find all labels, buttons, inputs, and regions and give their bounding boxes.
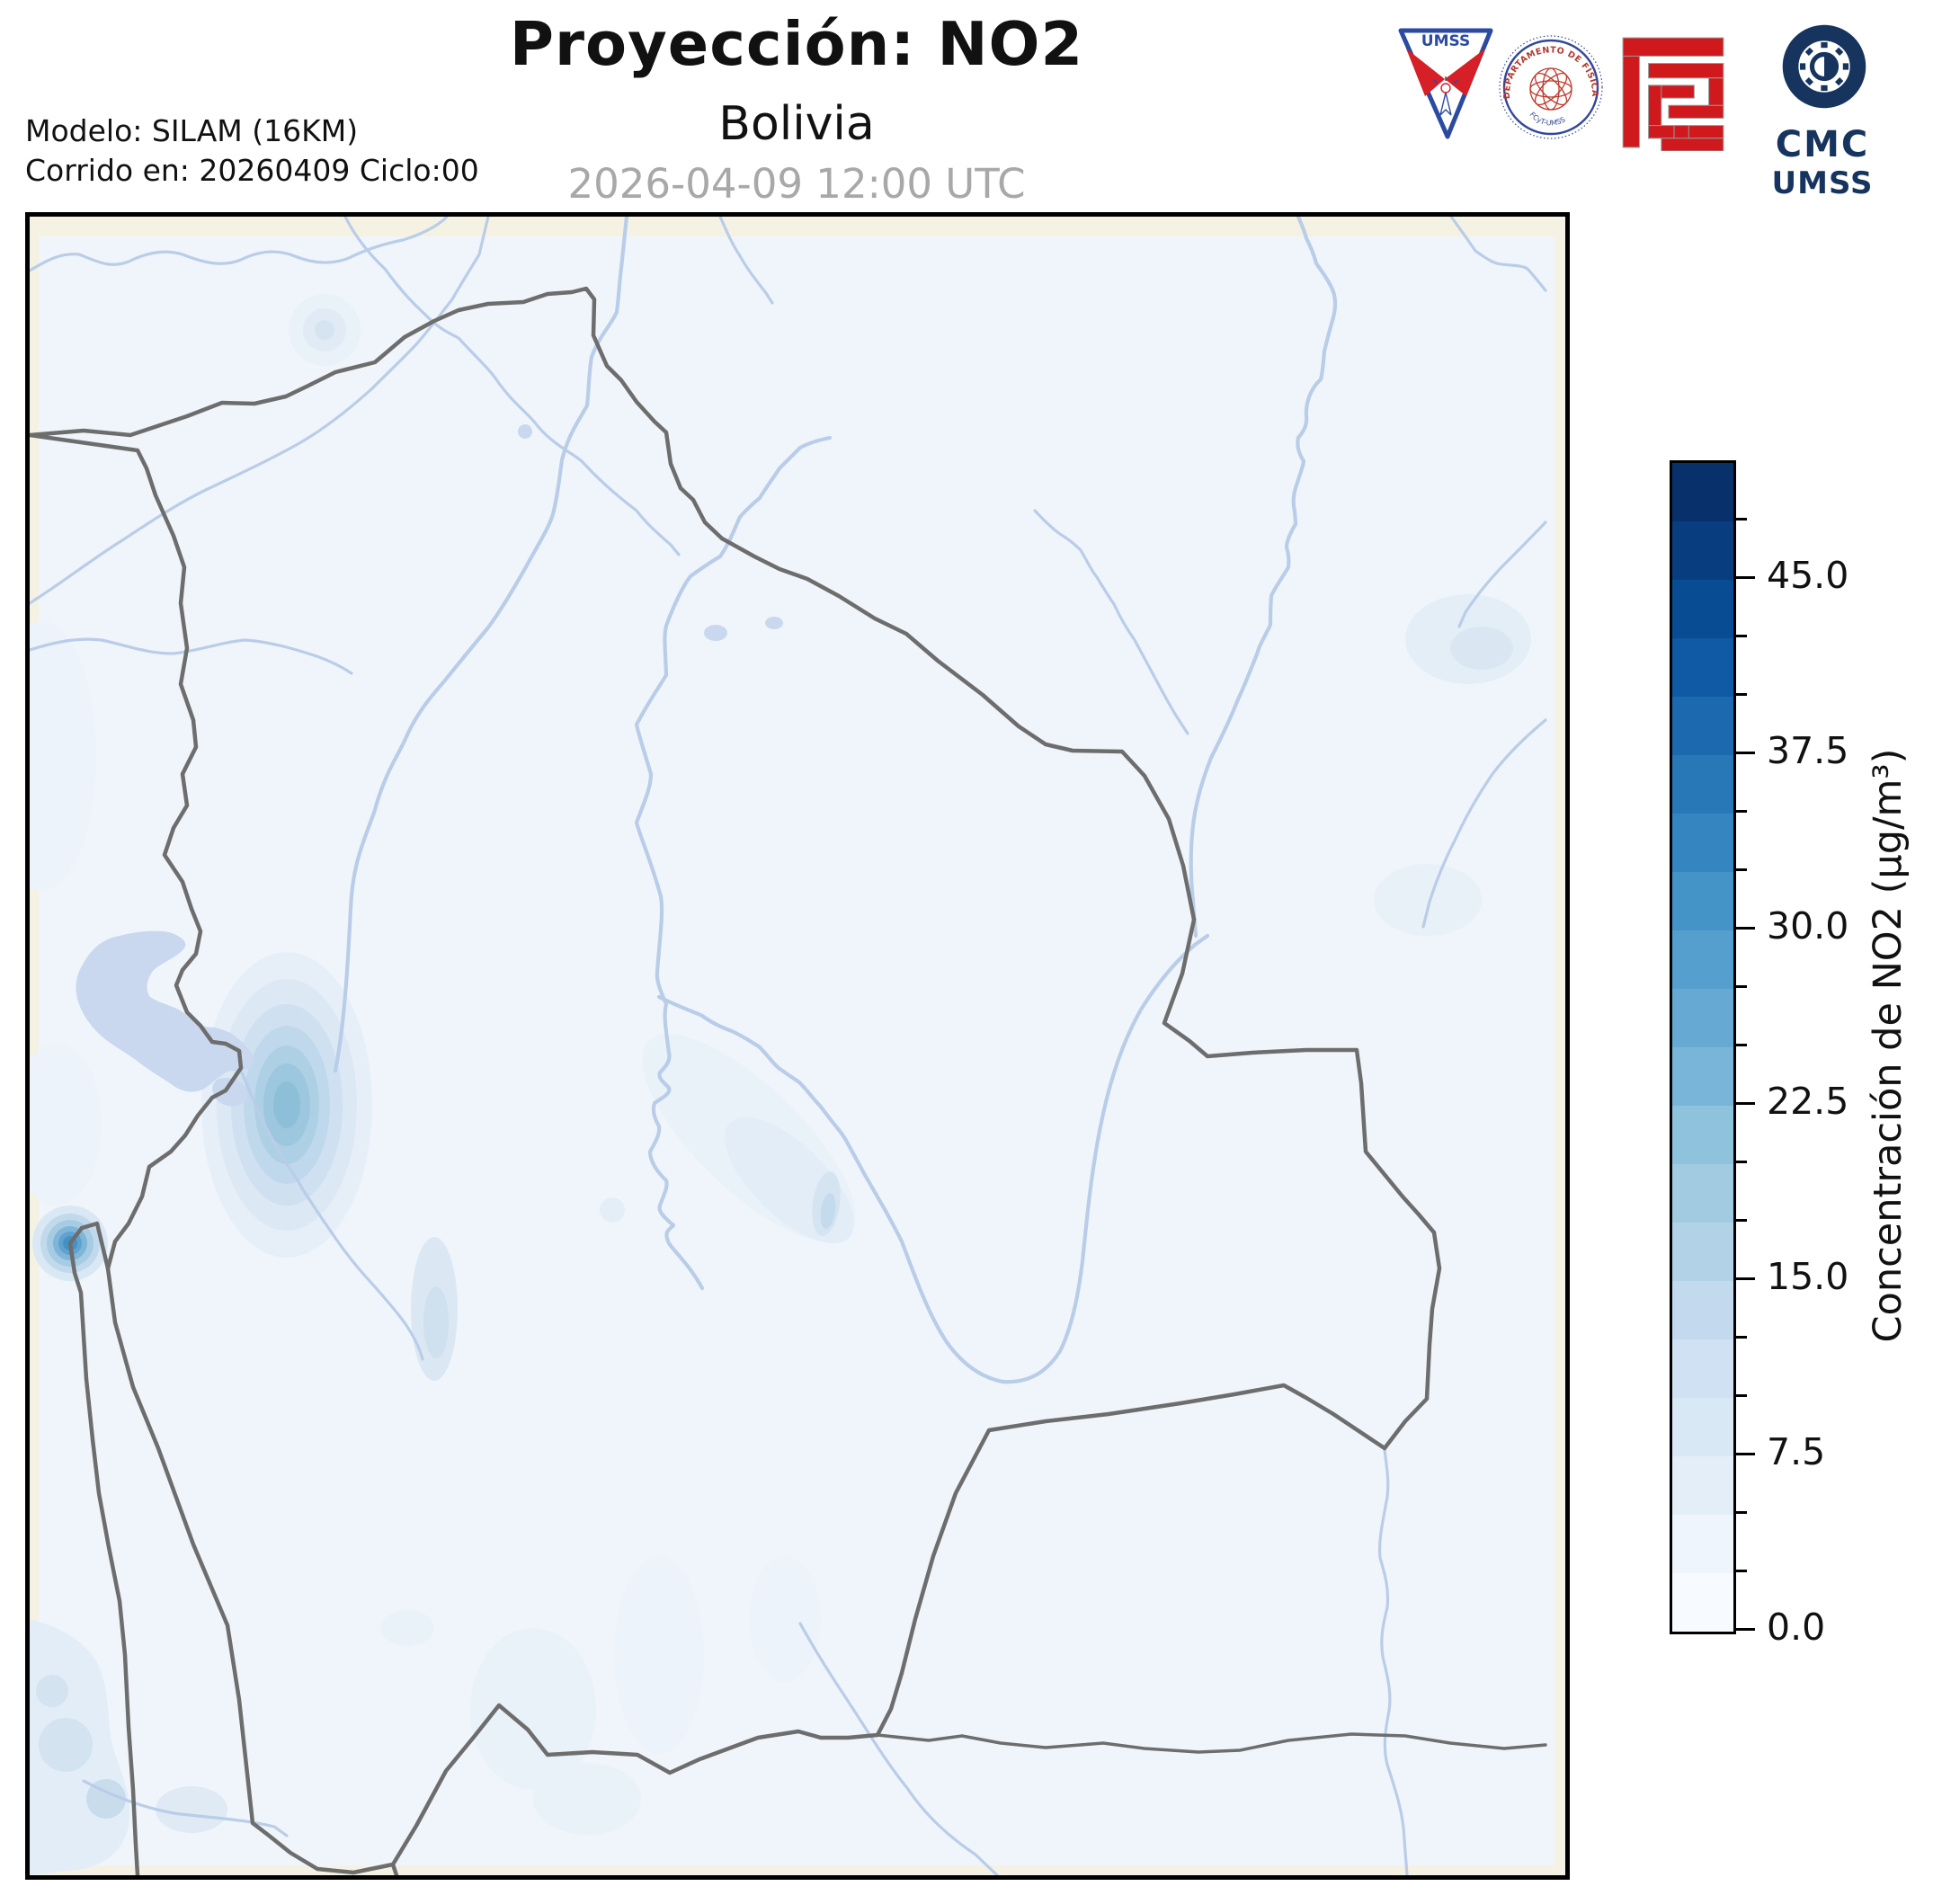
colorbar-major-tick [1736,926,1755,930]
colorbar-major-tick [1736,751,1755,754]
bolivia-map [30,217,1565,1875]
colorbar-tick-label: 0.0 [1767,1606,1826,1649]
cmc-umss-logo: CMC UMSS [1755,18,1890,201]
colorbar-segment [1672,697,1733,755]
colorbar-segment [1672,1281,1733,1339]
colorbar-segment [1672,1164,1733,1223]
cmc-gear-icon [1782,24,1866,109]
pennant-emblem-icon [1433,76,1458,116]
cmc-text-line1: CMC [1775,124,1870,165]
chile-argentina-border [390,1862,399,1875]
colorbar-segment [1672,1456,1733,1515]
colorbar-minor-tick [1736,984,1747,988]
colorbar-segment [1672,1398,1733,1456]
colorbar-major-tick [1736,1277,1755,1280]
colorbar-segment [1672,1515,1733,1573]
map-panel [25,212,1570,1880]
bolivia-border [30,286,1442,1875]
departamento-fisica-logo: DEPARTAMENTO DE FÍSICA FCyT-UMSS [1499,35,1603,139]
page-title: Proyección: NO2 [509,9,1084,79]
lake-titicaca [76,424,783,1107]
la-paz-plume [201,952,372,1258]
colorbar-segment [1672,872,1733,930]
colorbar-minor-tick [1736,809,1747,813]
fcyt-red-logo [1622,37,1724,151]
physics-sphere-icon [1529,67,1572,111]
model-name: Modelo: SILAM (16KM) [25,113,359,148]
rivers [30,217,1547,1875]
colorbar-segment [1672,638,1733,697]
colorbar-minor-tick [1736,517,1747,520]
colorbar-tick-label: 45.0 [1767,554,1849,597]
colorbar-major-tick [1736,575,1755,579]
cmc-text-line2: UMSS [1771,165,1874,201]
colorbar-tick-label: 15.0 [1767,1255,1849,1298]
colorbar-segment [1672,1223,1733,1281]
colorbar-minor-tick [1736,1218,1747,1222]
colorbar-segment [1672,463,1733,521]
colorbar-minor-tick [1736,1569,1747,1572]
colorbar-minor-tick [1736,634,1747,637]
colorbar-segment [1672,814,1733,872]
colorbar-segment [1672,1339,1733,1398]
colorbar-minor-tick [1736,867,1747,871]
colorbar-axis-label: Concentración de NO2 (µg/m³) [1866,748,1911,1343]
forecast-datetime: 2026-04-09 12:00 UTC [567,160,1026,208]
colorbar-segment [1672,1573,1733,1632]
country-borders [30,286,1547,1875]
colorbar-ticks: 0.0 7.5 15.0 22.5 30.0 37.5 45.0 [1736,460,1916,1649]
colorbar-segment [1672,580,1733,638]
region-subtitle: Bolivia [718,97,875,151]
colorbar-tick-label: 22.5 [1767,1080,1849,1123]
model-run: Corrido en: 20260409 Ciclo:00 [25,153,479,188]
colorbar-minor-tick [1736,692,1747,696]
colorbar-segment [1672,930,1733,989]
colorbar-segment [1672,1106,1733,1164]
colorbar-minor-tick [1736,1043,1747,1046]
colorbar-minor-tick [1736,1393,1747,1397]
colorbar-major-tick [1736,1627,1755,1631]
colorbar-segment [1672,989,1733,1047]
colorbar-tick-label: 37.5 [1767,729,1849,772]
model-info: Modelo: SILAM (16KM) Corrido en: 2026040… [25,111,479,191]
colorbar-segment [1672,1047,1733,1106]
peru-chile-border [67,1221,140,1875]
colorbar-minor-tick [1736,1160,1747,1163]
colorbar [1670,460,1736,1634]
colorbar-segment [1672,521,1733,580]
argentina-paraguay-border [876,1732,1547,1754]
colorbar-minor-tick [1736,1335,1747,1339]
umss-pennant-text: UMSS [1421,32,1470,50]
colorbar-segment [1672,755,1733,814]
colorbar-major-tick [1736,1452,1755,1455]
colorbar-major-tick [1736,1101,1755,1105]
umss-pennant-logo: UMSS [1398,28,1493,139]
colorbar-minor-tick [1736,1510,1747,1514]
colorbar-tick-label: 7.5 [1767,1430,1826,1473]
colorbar-tick-label: 30.0 [1767,904,1849,948]
